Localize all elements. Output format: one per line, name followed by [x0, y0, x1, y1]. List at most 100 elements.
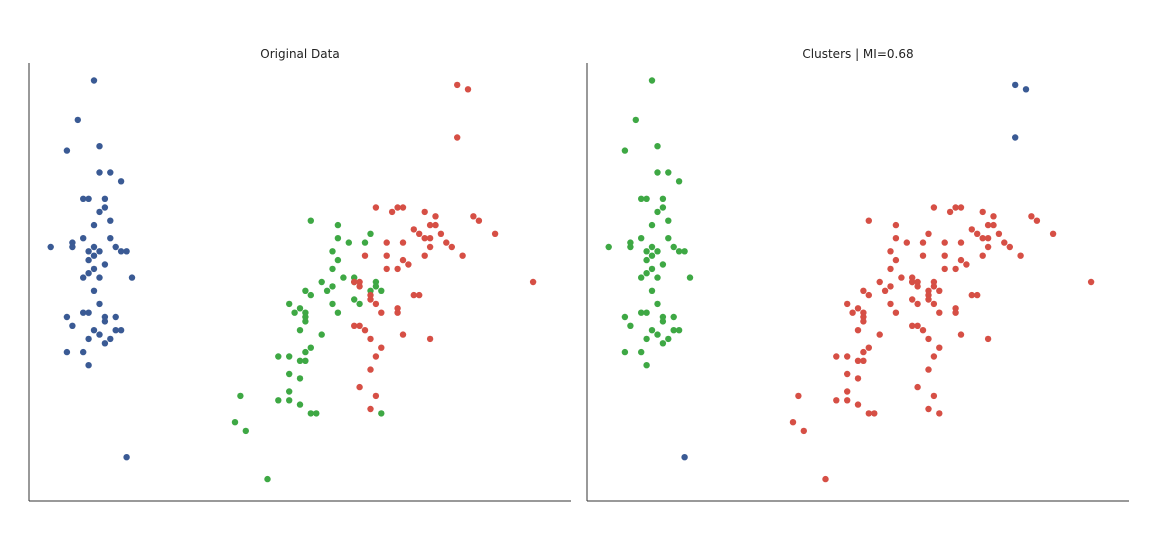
scatter-point-p0-s2-37: [410, 291, 417, 299]
scatter-point-p0-s2-33: [356, 283, 363, 290]
scatter-point-p1-s0-6: [675, 178, 683, 185]
scatter-point-p0-s0-5: [107, 169, 114, 176]
scatter-point-p0-s2-6: [399, 204, 407, 211]
scatter-point-p1-s0-18: [627, 243, 634, 251]
scatter-point-p0-s0-31: [96, 274, 103, 281]
scatter-point-p0-s2-35: [367, 296, 374, 303]
scatter-point-p1-s0-7: [638, 195, 645, 202]
scatter-point-p1-s0-51: [643, 362, 650, 369]
scatter-point-p0-s2-50: [367, 366, 374, 373]
scatter-point-p0-s0-19: [90, 243, 98, 251]
scatter-point-p1-s0-32: [686, 274, 694, 281]
scatter-point-p1-s1-98: [930, 353, 938, 360]
scatter-point-p1-s0-14: [605, 243, 612, 251]
scatter-point-p1-s0-42: [654, 331, 661, 338]
scatter-point-p0-s1-19: [372, 283, 380, 290]
scatter-point-p0-s1-27: [296, 305, 304, 312]
scatter-point-p1-s0-28: [659, 261, 667, 268]
scatter-point-p0-s1-39: [286, 370, 293, 378]
scatter-point-p1-s1-94: [925, 335, 932, 343]
scatter-point-p0-s0-23: [112, 243, 119, 251]
scatter-point-p1-s0-35: [643, 309, 650, 316]
scatter-point-p0-s1-31: [296, 327, 304, 334]
scatter-point-p0-s1-20: [378, 287, 385, 294]
panel-title-original: Original Data: [260, 47, 339, 61]
scatter-point-p0-s2-42: [351, 322, 358, 329]
scatter-point-p1-s1-87: [974, 291, 981, 299]
scatter-point-p1-s1-18: [930, 278, 938, 286]
scatter-point-p0-s2-15: [448, 243, 455, 251]
scatter-point-p1-s0-31: [654, 274, 661, 281]
scatter-point-p1-s1-51: [822, 475, 829, 483]
scatter-point-p0-s2-1: [464, 86, 472, 93]
scatter-point-p1-s1-14: [887, 283, 894, 290]
scatter-point-p1-s0-46: [675, 327, 683, 334]
scatter-point-p0-s0-43: [101, 318, 109, 325]
scatter-point-p0-s2-46: [378, 344, 385, 351]
scatter-point-p1-s1-38: [854, 357, 862, 364]
scatter-point-p0-s1-18: [372, 278, 380, 286]
scatter-panel-original-data: Original Data: [28, 47, 571, 502]
scatter-point-p1-s1-79: [941, 265, 948, 273]
scatter-point-p1-s1-92: [914, 322, 921, 329]
scatter-point-p1-s1-11: [860, 287, 867, 294]
scatter-point-p1-s1-0: [865, 217, 872, 224]
scatter-point-p0-s0-13: [107, 217, 114, 224]
scatter-point-p0-s2-12: [437, 230, 445, 237]
scatter-point-p0-s1-24: [329, 300, 336, 308]
scatter-point-p1-s2-0: [1012, 81, 1019, 89]
scatter-point-p0-s2-10: [432, 221, 439, 229]
scatter-point-p0-s2-11: [416, 230, 423, 237]
scatter-point-p0-s1-8: [329, 265, 336, 273]
scatter-point-p1-s0-30: [638, 274, 645, 281]
scatter-point-p0-s1-5: [367, 230, 374, 237]
scatter-point-p0-s1-30: [302, 318, 309, 325]
scatter-point-p1-s0-47: [665, 335, 672, 343]
scatter-point-p0-s1-3: [345, 239, 352, 246]
scatter-point-p1-s1-19: [930, 283, 938, 290]
scatter-point-p0-s1-34: [302, 348, 309, 356]
scatter-point-p0-s2-52: [372, 392, 380, 400]
scatter-point-p1-s1-1: [892, 221, 900, 229]
scatter-point-p0-s1-49: [231, 419, 239, 426]
scatter-point-p0-s1-45: [307, 410, 314, 417]
scatter-point-p0-s2-34: [367, 291, 374, 299]
scatter-point-p0-s1-6: [329, 248, 336, 255]
scatter-point-p0-s2-24: [421, 235, 428, 242]
scatter-point-p1-s1-73: [979, 235, 986, 242]
scatter-point-p1-s0-11: [654, 208, 661, 216]
scatter-point-p1-s0-21: [648, 252, 656, 259]
scatter-point-p0-s2-5: [394, 204, 401, 211]
scatter-point-p0-s1-4: [361, 239, 369, 246]
scatter-point-p1-s0-26: [643, 256, 650, 264]
scatter-point-p0-s0-26: [85, 256, 92, 264]
scatter-point-p1-s2-2: [1012, 134, 1019, 141]
scatter-point-p1-s1-93: [919, 327, 927, 334]
scatter-point-p1-s0-39: [670, 313, 677, 321]
scatter-point-p0-s0-48: [101, 340, 109, 347]
scatter-point-p1-s0-24: [675, 248, 683, 255]
scatter-point-p0-s0-27: [90, 265, 98, 273]
scatter-point-p0-s0-45: [85, 335, 92, 343]
scatter-point-p1-s1-90: [952, 305, 959, 312]
scatter-point-p1-s1-20: [936, 287, 943, 294]
scatter-point-p1-s1-9: [898, 274, 905, 281]
scatter-point-p1-s1-2: [892, 235, 900, 242]
scatter-point-p0-s1-48: [237, 392, 244, 400]
scatter-point-p1-s1-37: [844, 353, 851, 360]
scatter-point-p1-s1-61: [995, 230, 1003, 237]
scatter-point-p1-s1-45: [865, 410, 872, 417]
scatter-point-p0-s2-45: [367, 335, 374, 343]
scatter-point-p0-s1-7: [334, 256, 342, 264]
points-group-clusters: [605, 77, 1095, 483]
scatter-point-p0-s0-51: [85, 362, 92, 369]
scatter-point-p1-s1-99: [925, 366, 932, 373]
scatter-point-p1-s1-76: [963, 261, 970, 268]
scatter-point-p0-s0-49: [63, 348, 71, 356]
scatter-point-p1-s1-21: [909, 296, 916, 303]
scatter-point-p0-s1-12: [307, 291, 314, 299]
scatter-point-p0-s1-9: [340, 274, 347, 281]
scatter-point-p1-s1-39: [844, 370, 851, 378]
scatter-point-p1-s1-7: [892, 256, 900, 264]
scatter-point-p1-s0-2: [621, 147, 629, 154]
